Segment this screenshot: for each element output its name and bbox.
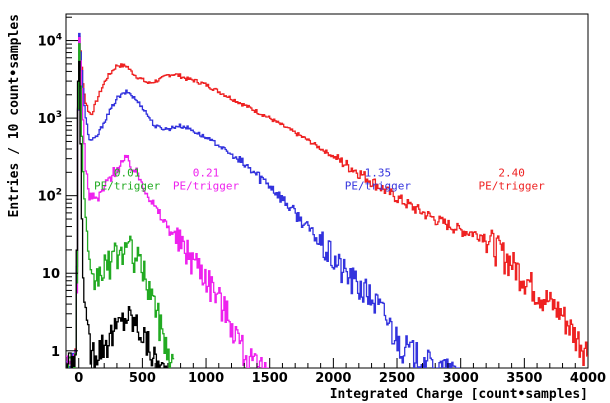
- annotations: 0.01 PE/trigger 0.21 PE/trigger 1.35 PE/trigg…: [94, 166, 545, 192]
- x-axis-title: Integrated Charge [count•samples]: [330, 387, 588, 402]
- series-line: [66, 60, 168, 368]
- y-tick-label: 10: [42, 267, 60, 282]
- y-tick-label: 102: [38, 188, 62, 205]
- series-line: [66, 37, 270, 368]
- series-line: [66, 35, 588, 368]
- annotation-label: 2.40 PE/trigger: [478, 166, 545, 192]
- x-tick-label: 0: [74, 371, 83, 386]
- x-tick-label: 1000: [188, 371, 224, 386]
- plot-frame: [65, 13, 589, 369]
- x-axis: 0 500 1000 1500 2000 2500 3000 3500 4000: [74, 358, 606, 386]
- x-tick-label: 1500: [252, 371, 288, 386]
- y-axis: 1 10 102 103 104: [38, 16, 78, 360]
- x-tick-label: 500: [129, 371, 156, 386]
- y-tick-label: 1: [51, 345, 60, 360]
- annotation-label: 0.01 PE/trigger: [94, 166, 161, 192]
- annotation-label: 1.35 PE/trigger: [345, 166, 412, 192]
- x-tick-label: 3500: [506, 371, 542, 386]
- series-line: [66, 32, 461, 368]
- series-line: [66, 43, 175, 368]
- annotation-label: 0.21 PE/trigger: [173, 166, 240, 192]
- y-axis-title: Entries / 10 count•samples: [7, 14, 22, 218]
- y-tick-label: 104: [38, 33, 62, 50]
- x-tick-label: 2000: [315, 371, 351, 386]
- x-tick-label: 3000: [443, 371, 479, 386]
- x-tick-label: 2500: [379, 371, 415, 386]
- y-tick-label: 103: [38, 110, 62, 127]
- series-layer: [66, 32, 588, 368]
- x-tick-label: 4000: [570, 371, 606, 386]
